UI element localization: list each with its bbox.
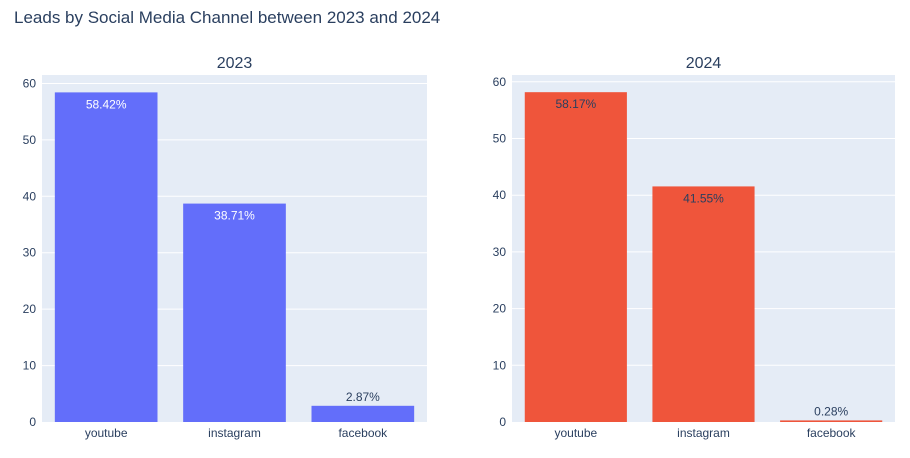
x-tick-label: youtube bbox=[554, 426, 597, 440]
y-tick-label: 0 bbox=[29, 415, 36, 429]
data-label-facebook: 0.28% bbox=[814, 404, 848, 418]
x-tick-label: youtube bbox=[85, 426, 128, 440]
data-label-instagram: 38.71% bbox=[214, 209, 255, 223]
y-tick-label: 40 bbox=[23, 189, 37, 203]
y-tick-label: 60 bbox=[23, 76, 37, 90]
y-tick-label: 30 bbox=[23, 246, 37, 260]
subplot-2023: 0 10 20 30 40 50 60 2023 58.42% youtube 38.71% inst… bbox=[23, 55, 427, 440]
chart-title: Leads by Social Media Channel between 20… bbox=[14, 8, 441, 27]
y-tick-label: 40 bbox=[493, 188, 507, 202]
y-tick-label: 20 bbox=[493, 302, 507, 316]
y-tick-label: 10 bbox=[23, 359, 37, 373]
bar-instagram bbox=[652, 186, 755, 422]
subplot-title: 2024 bbox=[686, 55, 722, 72]
x-tick-label: instagram bbox=[677, 426, 730, 440]
subplot-2024: 0 10 20 30 40 50 60 2024 58.17% youtube 41.55% inst… bbox=[493, 55, 895, 440]
y-tick-label: 0 bbox=[499, 415, 506, 429]
y-tick-label: 30 bbox=[493, 245, 507, 259]
y-tick-label: 50 bbox=[493, 132, 507, 146]
bar-youtube bbox=[54, 92, 158, 423]
data-label-facebook: 2.87% bbox=[346, 390, 380, 404]
y-tick-label: 10 bbox=[493, 358, 507, 372]
data-label-youtube: 58.42% bbox=[86, 97, 127, 111]
x-tick-label: facebook bbox=[338, 426, 388, 440]
x-tick-label: instagram bbox=[208, 426, 261, 440]
y-tick-label: 20 bbox=[23, 302, 37, 316]
x-tick-label: facebook bbox=[807, 426, 857, 440]
bar-facebook bbox=[780, 420, 883, 422]
subplot-title: 2023 bbox=[217, 55, 253, 72]
y-tick-label: 60 bbox=[493, 75, 507, 89]
data-label-instagram: 41.55% bbox=[683, 191, 724, 205]
data-label-youtube: 58.17% bbox=[555, 97, 596, 111]
y-tick-label: 50 bbox=[23, 133, 37, 147]
bar-instagram bbox=[183, 203, 286, 422]
bar-youtube bbox=[524, 92, 627, 422]
bar-facebook bbox=[311, 405, 415, 422]
